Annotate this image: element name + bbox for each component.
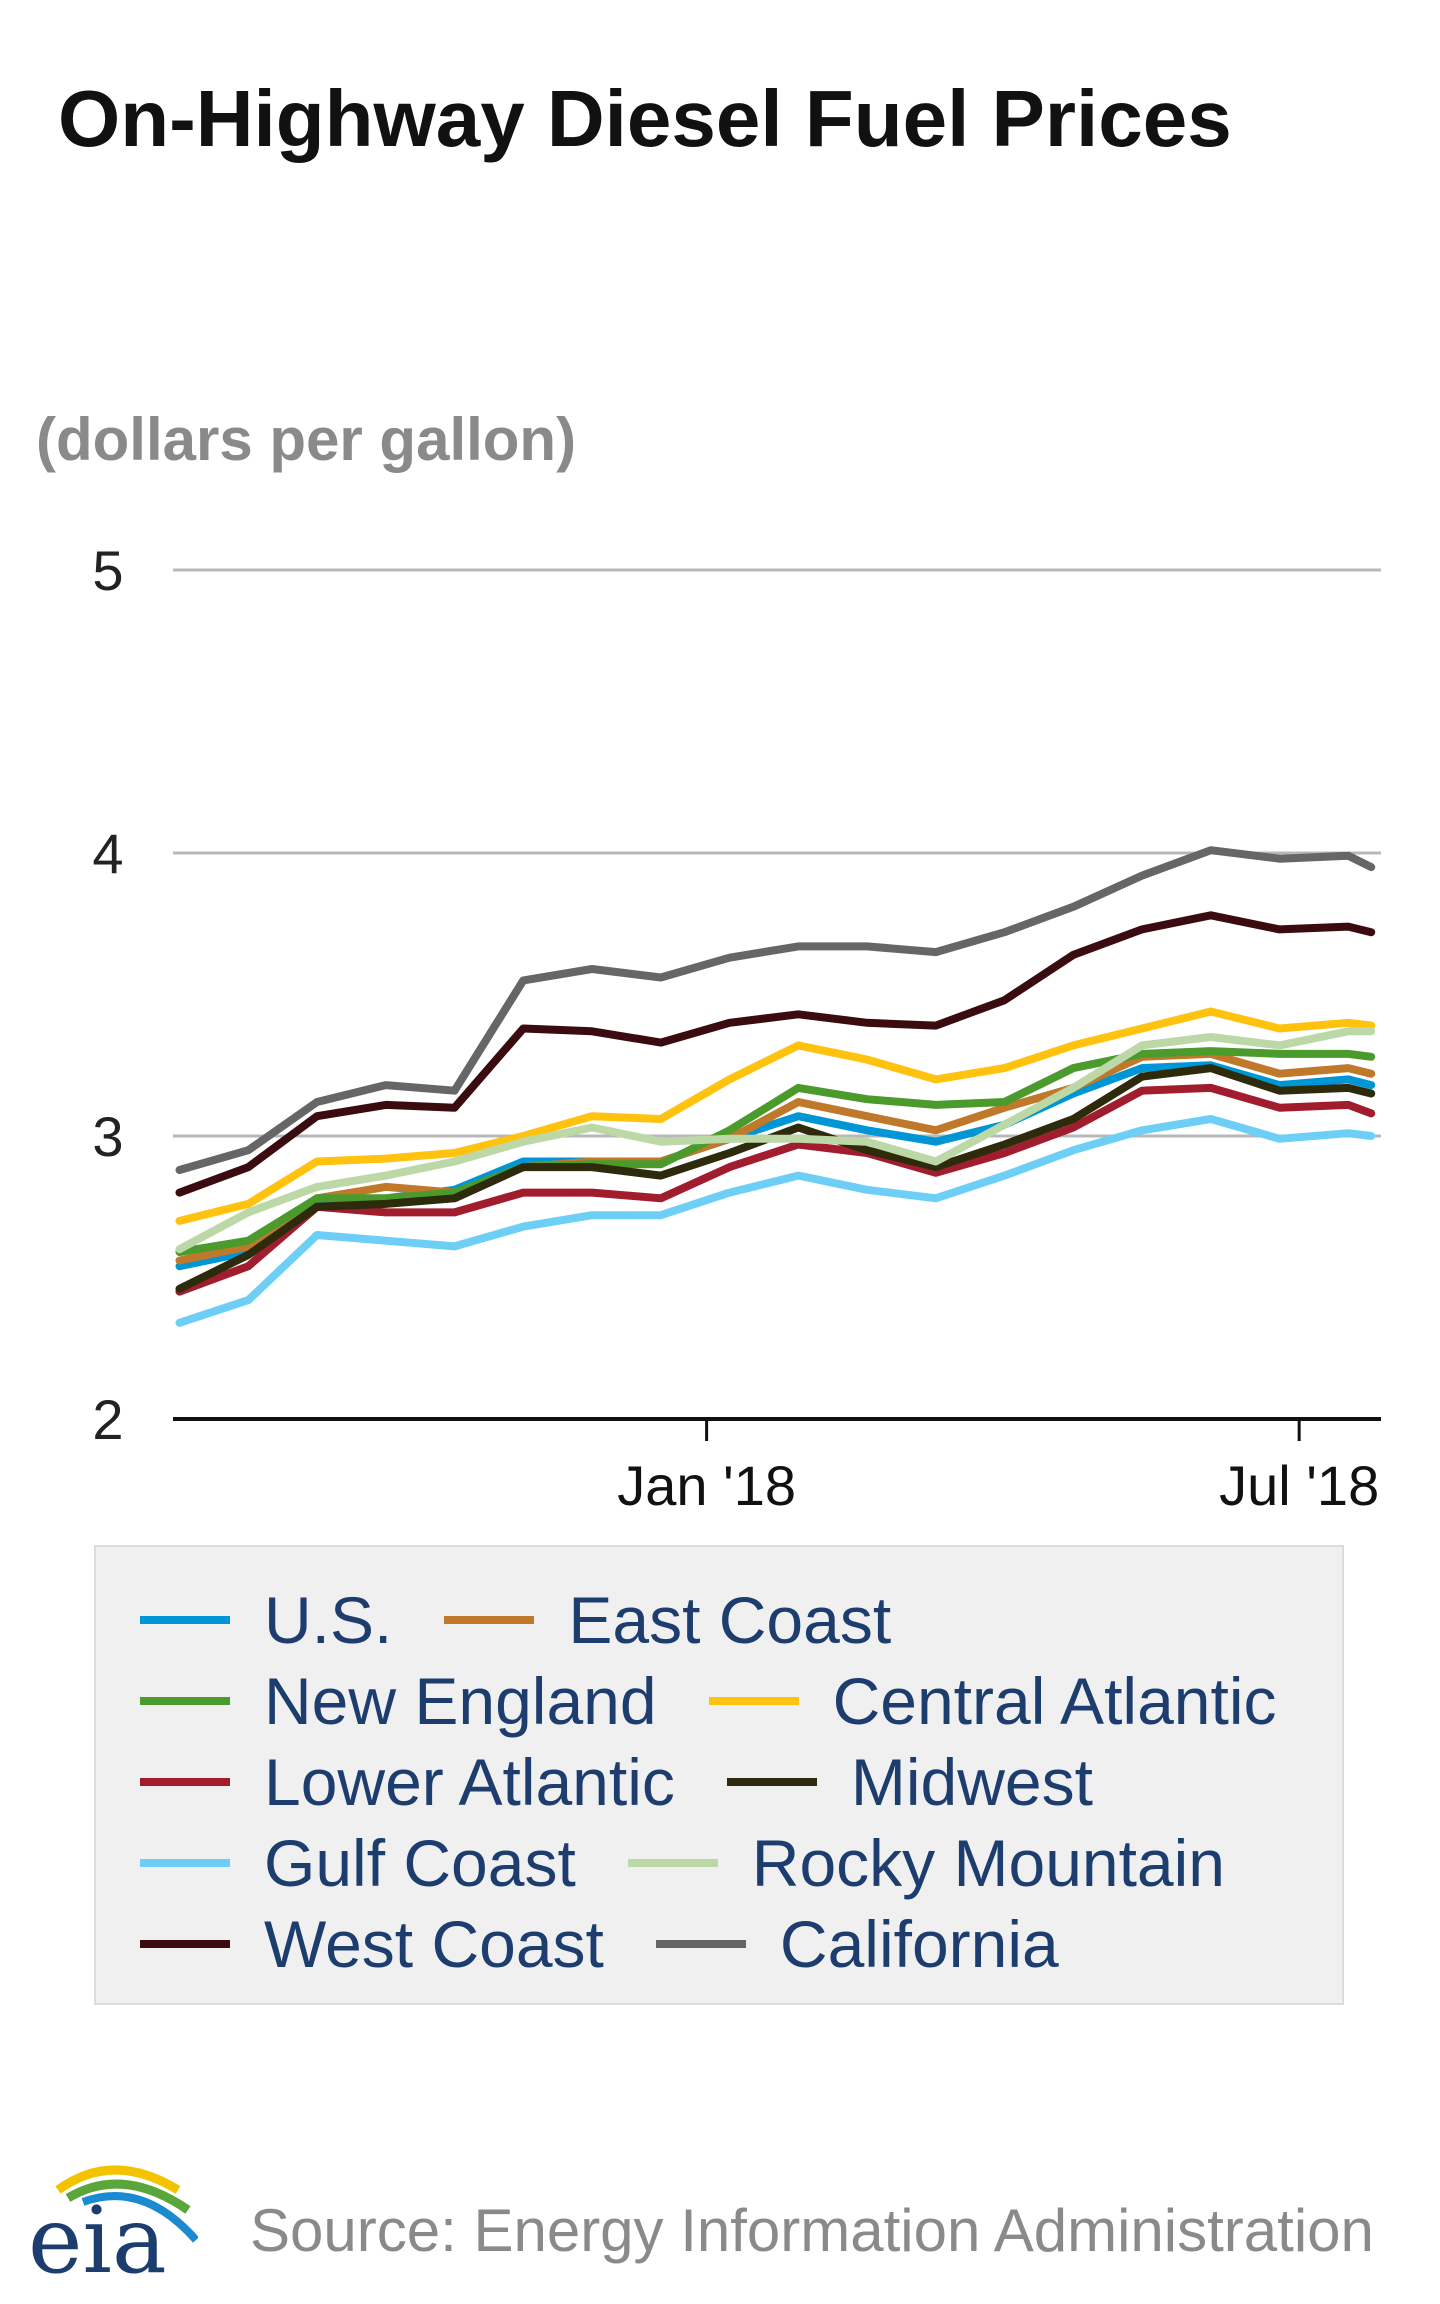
legend-item: Lower Atlantic (140, 1744, 675, 1820)
legend-item: Midwest (726, 1744, 1093, 1820)
legend-swatch (627, 1858, 718, 1867)
legend-item: New England (140, 1663, 657, 1739)
series-line-lower-atlantic (175, 1083, 1376, 1296)
legend-item: Gulf Coast (140, 1825, 576, 1901)
source-note: Source: Energy Information Administratio… (250, 2197, 1374, 2264)
legend-label: Central Atlantic (832, 1663, 1277, 1738)
legend-row: Lower Atlantic Midwest (140, 1741, 1342, 1822)
legend-row: New England Central Atlantic (140, 1660, 1342, 1741)
legend-row: West Coast California (140, 1903, 1342, 1984)
legend-swatch (140, 1939, 230, 1948)
x-tick-label: Jan '18 (617, 1454, 796, 1517)
legend-swatch (140, 1615, 230, 1624)
legend-label: Midwest (850, 1744, 1093, 1819)
svg-text:eia: eia (28, 2187, 167, 2280)
chart-subtitle: (dollars per gallon) (36, 406, 577, 473)
series-line-new-england (175, 1047, 1376, 1256)
legend-swatch (444, 1615, 535, 1624)
series-line-central-atlantic (175, 1007, 1376, 1225)
legend-swatch (140, 1858, 230, 1867)
series-line-rocky-mountain (175, 1027, 1376, 1254)
legend-label: California (779, 1906, 1059, 1981)
legend-row: Gulf Coast Rocky Mountain (140, 1822, 1342, 1903)
legend-swatch (655, 1939, 746, 1948)
legend-label: New England (264, 1663, 657, 1738)
series-lines (175, 846, 1376, 1327)
legend-swatch (140, 1696, 230, 1705)
line-chart: 5 4 3 2 Jan '18 Jul '18 (92, 539, 1381, 1517)
legend-label: U.S. (264, 1582, 393, 1657)
y-axis-ticks: 5 4 3 2 (92, 539, 123, 1451)
x-axis: Jan '18 Jul '18 (173, 1417, 1381, 1517)
y-tick-label: 5 (92, 539, 123, 602)
legend-label: Lower Atlantic (264, 1744, 675, 1819)
series-line-california (175, 846, 1376, 1174)
series-line-midwest (175, 1064, 1376, 1293)
legend-item: U.S. (140, 1582, 392, 1658)
legend-item: West Coast (140, 1906, 604, 1982)
y-tick-label: 4 (92, 822, 123, 885)
legend-label: Rocky Mountain (751, 1825, 1226, 1900)
legend-item: East Coast (444, 1582, 891, 1658)
series-line-gulf-coast (175, 1115, 1376, 1327)
legend: U.S. East Coast New England Central Atlanti… (94, 1545, 1344, 2005)
legend-item: Central Atlantic (708, 1663, 1277, 1739)
legend-swatch (140, 1777, 230, 1786)
legend-row: U.S. East Coast (140, 1579, 1342, 1660)
legend-item: Rocky Mountain (627, 1825, 1226, 1901)
legend-label: West Coast (264, 1906, 604, 1981)
legend-item: California (655, 1906, 1059, 1982)
y-tick-label: 2 (92, 1388, 123, 1451)
eia-logo: eia (28, 2165, 198, 2280)
legend-label: East Coast (568, 1582, 892, 1657)
legend-swatch (708, 1696, 799, 1705)
legend-label: Gulf Coast (264, 1825, 576, 1900)
legend-swatch (726, 1777, 817, 1786)
chart-title: On-Highway Diesel Fuel Prices (58, 74, 1232, 163)
y-tick-label: 3 (92, 1105, 123, 1168)
series-line-west-coast (175, 911, 1376, 1197)
x-tick-label: Jul '18 (1219, 1454, 1379, 1517)
